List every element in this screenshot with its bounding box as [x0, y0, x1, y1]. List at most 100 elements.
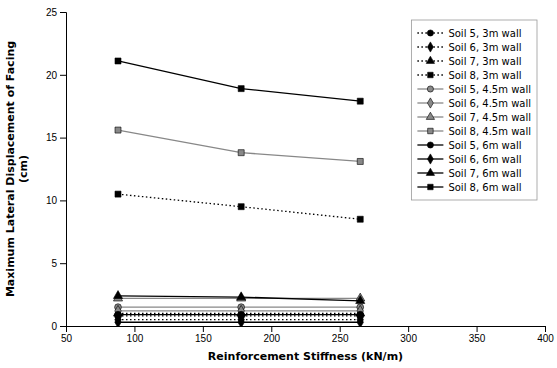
series	[115, 127, 363, 164]
legend-item: Soil 8, 3m wall	[417, 70, 521, 81]
legend: Soil 5, 3m wall Soil 6, 3m wall Soil 7, 3m…	[411, 20, 537, 200]
tick-label: 200	[263, 333, 280, 344]
tick: 50	[61, 326, 73, 344]
tick: 25	[46, 7, 66, 18]
legend-item: Soil 5, 3m wall	[417, 28, 521, 39]
point	[356, 296, 365, 304]
legend-marker	[426, 168, 434, 175]
legend-marker	[428, 184, 433, 189]
point	[238, 150, 244, 156]
series	[115, 191, 363, 222]
tick-label: 20	[46, 70, 58, 81]
point	[357, 98, 363, 104]
legend-box	[411, 20, 537, 200]
legend-marker	[427, 142, 433, 148]
tick-mark	[408, 326, 409, 332]
tick-label: 5	[51, 258, 57, 269]
point	[238, 317, 244, 326]
tick: 20	[46, 70, 66, 81]
point	[115, 127, 121, 133]
legend-marker	[427, 154, 433, 164]
point	[238, 86, 244, 92]
legend-item: Soil 6, 4.5m wall	[417, 98, 531, 109]
tick-label: 350	[469, 333, 486, 344]
chart: 501001502002503003504000510152025Soil 5,…	[0, 0, 557, 368]
tick-mark	[545, 326, 546, 332]
legend-label: Soil 5, 3m wall	[448, 28, 521, 39]
tick-mark	[60, 263, 66, 264]
tick-label: 15	[46, 132, 58, 143]
tick-mark	[271, 326, 272, 332]
tick-label: 50	[61, 333, 73, 344]
legend-label: Soil 8, 6m wall	[448, 182, 521, 193]
tick-mark	[477, 326, 478, 332]
y-axis-title: Maximum Lateral Displacement of Facing(c…	[4, 41, 30, 297]
legend-item: Soil 6, 6m wall	[417, 154, 521, 165]
legend-label: Soil 8, 4.5m wall	[448, 126, 531, 137]
legend-item: Soil 7, 4.5m wall	[417, 112, 531, 123]
tick: 200	[263, 326, 280, 344]
tick-label: 0	[51, 321, 57, 332]
tick-label: 100	[127, 333, 144, 344]
tick-mark	[134, 326, 135, 332]
tick: 250	[332, 326, 349, 344]
tick: 300	[400, 326, 417, 344]
point	[357, 317, 363, 326]
series-group	[113, 58, 364, 326]
legend-label: Soil 7, 3m wall	[448, 56, 521, 67]
x-axis-title: Reinforcement Stiffness (kN/m)	[208, 350, 403, 363]
tick-mark	[60, 12, 66, 13]
x-axis: 50100150200250300350400	[61, 326, 554, 344]
tick-label: 300	[400, 333, 417, 344]
legend-marker	[427, 86, 433, 92]
tick: 10	[46, 195, 66, 206]
legend-item: Soil 5, 6m wall	[417, 140, 521, 151]
legend-marker	[427, 30, 433, 36]
tick-mark	[60, 326, 66, 327]
legend-item: Soil 7, 6m wall	[417, 168, 521, 179]
tick-label: 150	[195, 333, 212, 344]
legend-marker	[427, 42, 433, 52]
tick-mark	[60, 200, 66, 201]
point	[357, 216, 363, 222]
legend-label: Soil 6, 3m wall	[448, 42, 521, 53]
legend-marker	[428, 72, 433, 77]
legend-label: Soil 5, 6m wall	[448, 140, 521, 151]
point	[357, 158, 363, 164]
tick: 0	[51, 321, 66, 332]
point	[113, 291, 122, 299]
tick-mark	[60, 138, 66, 139]
legend-item: Soil 5, 4.5m wall	[417, 84, 531, 95]
tick-label: 250	[332, 333, 349, 344]
legend-label: Soil 6, 6m wall	[448, 154, 521, 165]
tick: 5	[51, 258, 66, 269]
series	[115, 58, 363, 104]
tick-label: 10	[46, 195, 58, 206]
point	[115, 191, 121, 197]
series-line	[118, 194, 360, 219]
series	[115, 317, 364, 326]
legend-label: Soil 6, 4.5m wall	[448, 98, 531, 109]
y-axis: 0 5 10 15 20 25	[46, 7, 67, 332]
tick: 15	[46, 132, 66, 143]
legend-label: Soil 7, 6m wall	[448, 168, 521, 179]
legend-item: Soil 6, 3m wall	[417, 42, 521, 53]
tick: 350	[469, 326, 486, 344]
legend-label: Soil 7, 4.5m wall	[448, 112, 531, 123]
legend-label: Soil 5, 4.5m wall	[448, 84, 531, 95]
point	[115, 58, 121, 64]
series	[115, 311, 364, 318]
legend-marker	[426, 112, 434, 119]
point	[115, 317, 121, 326]
legend-item: Soil 8, 6m wall	[417, 182, 521, 193]
legend-marker	[428, 128, 433, 133]
series-line	[118, 130, 360, 161]
series	[113, 291, 364, 304]
tick-mark	[340, 326, 341, 332]
legend-item: Soil 7, 3m wall	[417, 56, 521, 67]
tick: 100	[127, 326, 144, 344]
axis-line	[60, 13, 67, 327]
legend-label: Soil 8, 3m wall	[448, 70, 521, 81]
legend-marker	[426, 56, 434, 63]
axis-line	[67, 327, 546, 333]
